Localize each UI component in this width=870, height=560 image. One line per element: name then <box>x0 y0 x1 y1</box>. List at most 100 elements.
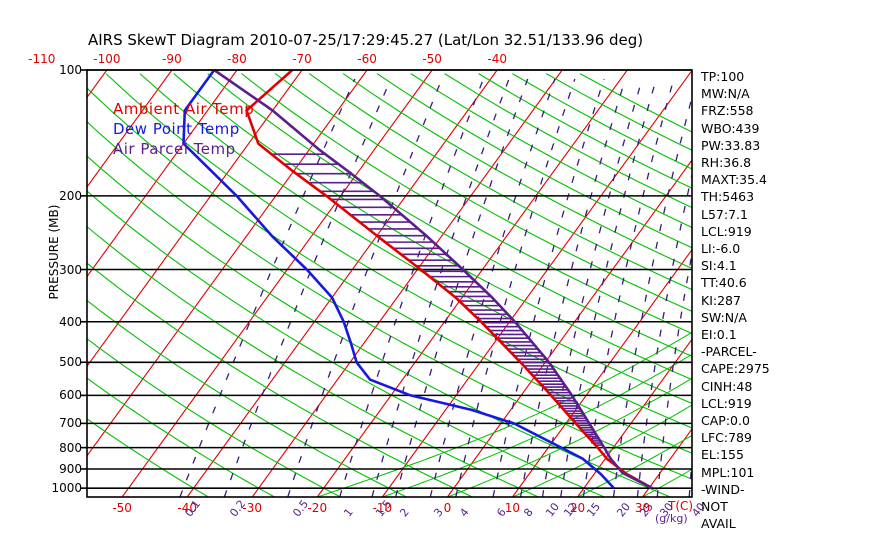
mixing-ratio-line <box>519 78 626 497</box>
mixing-ratio-line <box>636 172 692 497</box>
stat-line: LCL:919 <box>701 223 752 239</box>
bottom-temp-tick-label: -40 <box>177 501 197 515</box>
top-temp-tick-label: -40 <box>487 52 507 66</box>
stat-line: -PARCEL- <box>701 344 757 360</box>
isotherm-line <box>251 70 563 497</box>
bottom-temp-tick-label: -20 <box>307 501 328 515</box>
isotherm-line <box>121 70 433 497</box>
mixing-ratio-line <box>287 78 443 497</box>
mixing-ratio-line <box>429 78 556 497</box>
dry-adiabat-line <box>139 73 692 405</box>
isotherm-line <box>512 248 692 497</box>
bottom-temp-tick-label: 10 <box>504 501 521 515</box>
dry-adiabat-line <box>207 73 692 357</box>
isotherm-line <box>316 70 628 497</box>
x-axis-temp-label: T(C) <box>668 499 694 513</box>
mixing-ratio-line <box>339 78 485 497</box>
dry-adiabat-line <box>241 73 692 335</box>
bottom-temp-tick-label: 30 <box>634 501 651 515</box>
dry-adiabat-line <box>308 73 692 291</box>
moist-adiabat-line <box>577 434 692 497</box>
top-temp-tick-label: -60 <box>357 52 377 66</box>
dry-adiabat-line <box>87 338 341 497</box>
isotherm-line <box>87 70 238 278</box>
dry-adiabat-line <box>274 73 692 312</box>
stat-line: WBO:439 <box>701 120 760 136</box>
isotherm-line <box>87 70 173 188</box>
moist-adiabat-line <box>447 377 692 497</box>
isotherm-line <box>186 70 498 497</box>
mixing-ratio-line <box>492 78 605 497</box>
mixing-ratio-line <box>371 78 510 497</box>
moist-adiabat-line <box>838 70 870 497</box>
dry-adiabat-line <box>478 73 692 189</box>
stat-line: NOT <box>701 499 728 515</box>
stat-line: LCL:919 <box>701 395 752 411</box>
stat-line: CAPE:2975 <box>701 361 770 377</box>
dry-adiabat-line <box>87 377 275 497</box>
mixing-ratio-line <box>582 78 675 497</box>
bottom-temp-tick-label: 20 <box>569 501 586 515</box>
stat-line: L57:7.1 <box>701 206 748 222</box>
stat-line: -WIND- <box>701 481 745 497</box>
mixing-ratio-line <box>612 94 692 497</box>
stat-line: EI:0.1 <box>701 327 737 343</box>
moist-adiabat-line <box>317 331 692 497</box>
x-axis-mixing-label: (g/kg) <box>655 512 688 525</box>
dry-adiabat-line <box>87 190 605 497</box>
top-temp-tick-label: -110 <box>28 52 56 66</box>
bottom-temp-tick-label: -50 <box>112 501 132 515</box>
stat-line: CINH:48 <box>701 378 753 394</box>
legend-ambient-air-temp: Ambient Air Temp <box>113 100 255 118</box>
ambient-air-temp-curve <box>245 70 653 490</box>
pressure-tick-label: 100 <box>59 63 82 77</box>
air-parcel-temp-curve <box>213 70 653 490</box>
isotherm-line <box>87 70 303 368</box>
stat-line: MAXT:35.4 <box>701 172 767 188</box>
bottom-temp-tick-label: -30 <box>242 501 263 515</box>
dry-adiabat-line <box>87 226 539 497</box>
stat-line: TP:100 <box>701 69 745 84</box>
dry-adiabat-line <box>87 299 407 497</box>
dry-adiabat-line <box>173 73 692 381</box>
stat-line: LI:-6.0 <box>701 241 741 257</box>
dry-adiabat-line <box>376 73 692 249</box>
mixing-ratio-line <box>395 78 529 497</box>
isotherm-line <box>87 70 368 457</box>
stat-line: MW:N/A <box>701 86 750 102</box>
dew-point-temp-curve <box>182 70 615 489</box>
stat-line: SW:N/A <box>701 309 747 325</box>
y-axis-label: PRESSURE (MB) <box>47 204 61 300</box>
isotherm-line <box>577 338 692 497</box>
dry-adiabat-line <box>444 73 692 209</box>
pressure-tick-label: 800 <box>59 440 82 455</box>
top-temp-tick-label: -80 <box>227 52 247 66</box>
moist-adiabat-line <box>382 353 692 497</box>
pressure-tick-label: 500 <box>59 355 82 370</box>
dry-adiabat-line <box>87 262 473 497</box>
moist-adiabat-line <box>512 404 692 497</box>
stat-line: SI:4.1 <box>701 258 737 274</box>
dry-adiabat-line <box>87 155 671 497</box>
dry-adiabat-line <box>87 418 209 497</box>
stat-line: AVAIL <box>701 516 736 532</box>
sounding-stats-panel: TP:100 MW:N/A FRZ:558 WBO:439 PW:33.83 RH:36.… <box>701 68 801 532</box>
stat-line: PW:33.83 <box>701 137 761 153</box>
pressure-tick-label: 900 <box>59 462 82 476</box>
legend-dew-point-temp: Dew Point Temp <box>113 120 240 138</box>
plot-border <box>86 69 693 498</box>
pressure-tick-label: 700 <box>59 416 82 431</box>
dry-adiabat-line <box>87 121 692 480</box>
stat-line: MPL:101 <box>701 464 755 480</box>
bottom-temp-tick-label: 0 <box>443 501 452 515</box>
pressure-tick-label: 400 <box>59 314 82 329</box>
stat-line: LFC:789 <box>701 430 752 446</box>
pressure-tick-label: 200 <box>59 188 82 203</box>
top-temp-tick-label: -50 <box>422 52 442 66</box>
mixing-ratio-line <box>541 78 643 497</box>
bottom-temp-tick-label: -10 <box>372 501 393 515</box>
stat-line: FRZ:558 <box>701 103 754 119</box>
stat-line: RH:36.8 <box>701 155 752 171</box>
